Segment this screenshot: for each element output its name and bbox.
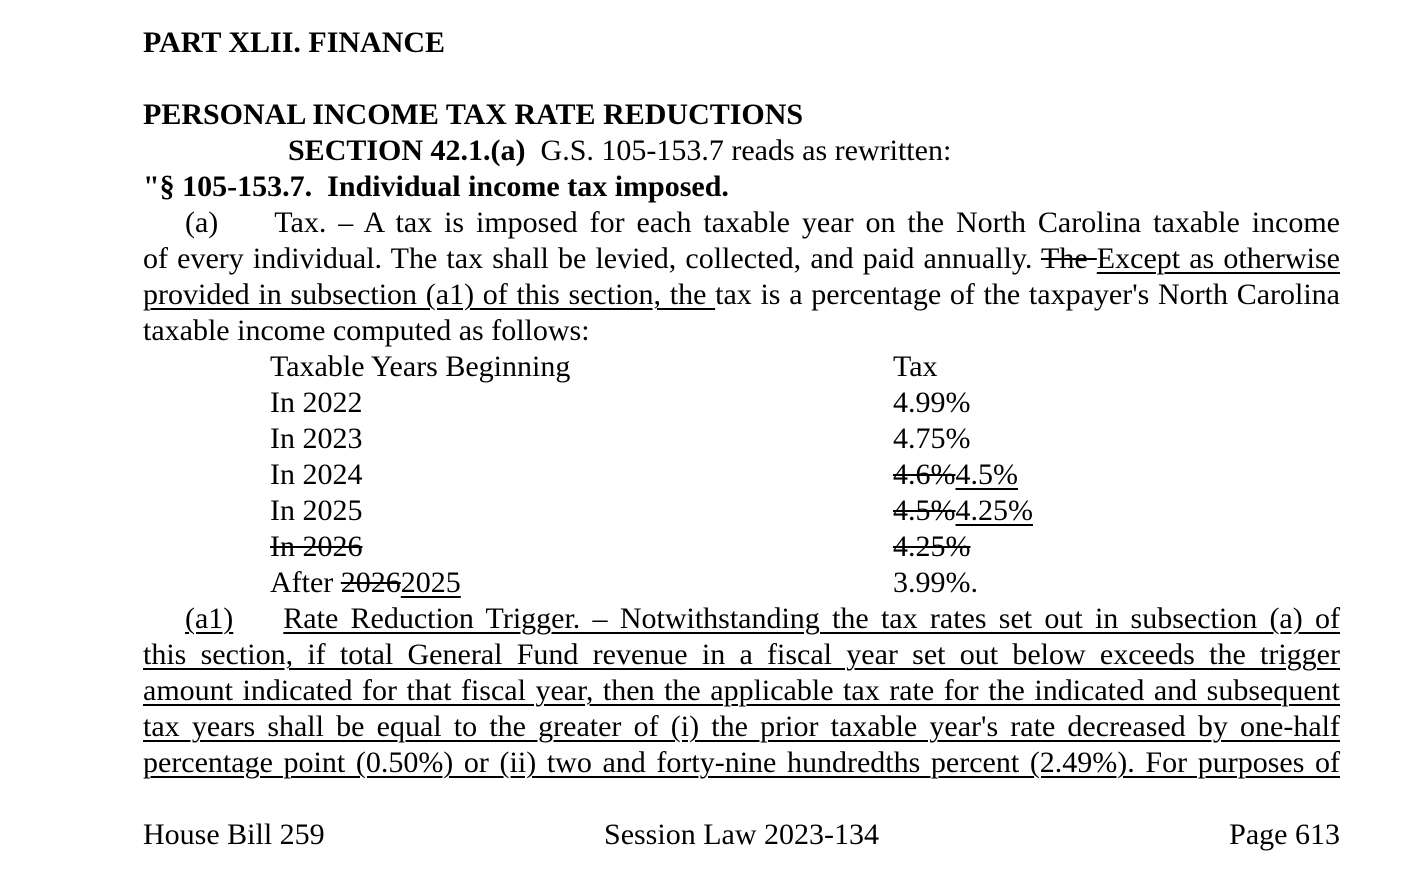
rate-cell: 3.99%. bbox=[893, 565, 978, 601]
tax-rate-table: Taxable Years Beginning Tax In 2022 4.99% In… bbox=[143, 349, 1340, 601]
header-block: PART XLII. FINANCE PERSONAL INCOME TAX RA… bbox=[143, 25, 1340, 205]
deleted-text: 4.6% bbox=[893, 458, 956, 491]
text-line: (a) Tax. – A tax is imposed for each taxa… bbox=[143, 205, 1340, 241]
text-run: "§ 105-153.7. Individual income tax impo… bbox=[143, 170, 729, 203]
text-line: this section, if total General Fund reve… bbox=[143, 637, 1340, 673]
table-row: In 2025 4.5%4.25% bbox=[143, 493, 1340, 529]
text-run: SECTION 42.1.(a) bbox=[288, 134, 526, 167]
rate-cell: 4.25% bbox=[893, 529, 971, 565]
text-run: G.S. 105-153.7 reads as rewritten: bbox=[525, 134, 952, 167]
blank-line bbox=[143, 61, 1340, 97]
inserted-text: this section, if total General Fund reve… bbox=[143, 638, 1340, 671]
text-run: PART XLII. FINANCE bbox=[143, 26, 446, 59]
text-line: amount indicated for that fiscal year, t… bbox=[143, 673, 1340, 709]
text-column: PART XLII. FINANCE PERSONAL INCOME TAX RA… bbox=[143, 25, 1340, 781]
rate-cell: 4.6%4.5% bbox=[893, 457, 1018, 493]
year-cell: In 2022 bbox=[270, 386, 363, 419]
paragraph-a1: (a1) Rate Reduction Trigger. – Notwithsta… bbox=[143, 601, 1340, 781]
text-run: taxable income computed as follows: bbox=[143, 314, 590, 347]
deleted-text: 2026 bbox=[340, 566, 401, 599]
text-line: taxable income computed as follows: bbox=[143, 313, 1340, 349]
inserted-text: 2025 bbox=[400, 566, 461, 599]
part-heading: PART XLII. FINANCE bbox=[143, 25, 1340, 61]
rate-cell: 4.75% bbox=[893, 421, 971, 457]
paragraph-a: (a) Tax. – A tax is imposed for each taxa… bbox=[143, 205, 1340, 349]
text-run: After bbox=[270, 566, 341, 599]
year-cell: In 2024 bbox=[270, 458, 363, 491]
year-cell: In 2023 bbox=[270, 422, 363, 455]
inserted-text: Rate Reduction Trigger. – Notwithstandin… bbox=[283, 602, 1340, 635]
table-row: In 2022 4.99% bbox=[143, 385, 1340, 421]
footer-session-law: Session Law 2023-134 bbox=[604, 818, 879, 851]
inserted-text: provided in subsection (a1) of this sect… bbox=[143, 278, 716, 311]
footer-page-number: Page 613 bbox=[1229, 818, 1340, 851]
page-footer: House Bill 259 Session Law 2023-134 Page… bbox=[143, 817, 1340, 853]
rate-cell: 4.5%4.25% bbox=[893, 493, 1033, 529]
text-run: In 2025 bbox=[270, 494, 363, 527]
inserted-text: percentage point (0.50%) or (ii) two and… bbox=[143, 746, 1340, 779]
inserted-text: amount indicated for that fiscal year, t… bbox=[143, 674, 1340, 707]
rate-cell: 4.99% bbox=[893, 385, 971, 421]
text-run: In 2022 bbox=[270, 386, 363, 419]
table-row: In 2024 4.6%4.5% bbox=[143, 457, 1340, 493]
year-cell: In 2026 bbox=[270, 530, 363, 563]
footer-bill-number: House Bill 259 bbox=[143, 818, 325, 851]
text-line: percentage point (0.50%) or (ii) two and… bbox=[143, 745, 1340, 781]
text-run: 3.99%. bbox=[893, 566, 978, 599]
inserted-text: Except as otherwise bbox=[1096, 242, 1340, 275]
text-run: Tax bbox=[893, 350, 938, 383]
text-run: PERSONAL INCOME TAX RATE REDUCTIONS bbox=[143, 98, 804, 131]
rate-cell: Tax bbox=[893, 349, 938, 385]
text-run: of every individual. The tax shall be le… bbox=[143, 242, 1042, 275]
year-cell: After 20262025 bbox=[270, 566, 461, 599]
text-line: (a1) Rate Reduction Trigger. – Notwithsta… bbox=[143, 601, 1340, 637]
table-row: In 2026 4.25% bbox=[143, 529, 1340, 565]
section-intro: SECTION 42.1.(a) G.S. 105-153.7 reads as… bbox=[143, 133, 1340, 169]
text-run: In 2023 bbox=[270, 422, 363, 455]
deleted-text: 4.5% bbox=[893, 494, 956, 527]
text-line: of every individual. The tax shall be le… bbox=[143, 241, 1340, 277]
text-run: Taxable Years Beginning bbox=[270, 350, 571, 383]
text-line: tax years shall be equal to the greater … bbox=[143, 709, 1340, 745]
table-row: In 2023 4.75% bbox=[143, 421, 1340, 457]
text-run: In 2024 bbox=[270, 458, 363, 491]
inserted-text: (a1) bbox=[185, 602, 234, 635]
text-run: Tax. – A tax is imposed for each taxable… bbox=[274, 206, 1340, 239]
doc-title: PERSONAL INCOME TAX RATE REDUCTIONS bbox=[143, 97, 1340, 133]
year-cell: Taxable Years Beginning bbox=[270, 350, 570, 383]
inserted-text: 4.25% bbox=[955, 494, 1034, 527]
table-row: Taxable Years Beginning Tax bbox=[143, 349, 1340, 385]
year-cell: In 2025 bbox=[270, 494, 363, 527]
text-run: (a) bbox=[185, 206, 219, 239]
statute-heading: "§ 105-153.7. Individual income tax impo… bbox=[143, 169, 1340, 205]
deleted-text: In 2026 bbox=[270, 530, 363, 563]
text-line: provided in subsection (a1) of this sect… bbox=[143, 277, 1340, 313]
inserted-text: 4.5% bbox=[955, 458, 1019, 491]
deleted-text: The bbox=[1041, 242, 1097, 275]
text-run: 4.99% bbox=[893, 386, 971, 419]
table-row: After 20262025 3.99%. bbox=[143, 565, 1340, 601]
text-run: tax is a percentage of the taxpayer's No… bbox=[715, 278, 1340, 311]
deleted-text: 4.25% bbox=[893, 530, 971, 563]
inserted-text: tax years shall be equal to the greater … bbox=[143, 710, 1340, 743]
text-run: 4.75% bbox=[893, 422, 971, 455]
